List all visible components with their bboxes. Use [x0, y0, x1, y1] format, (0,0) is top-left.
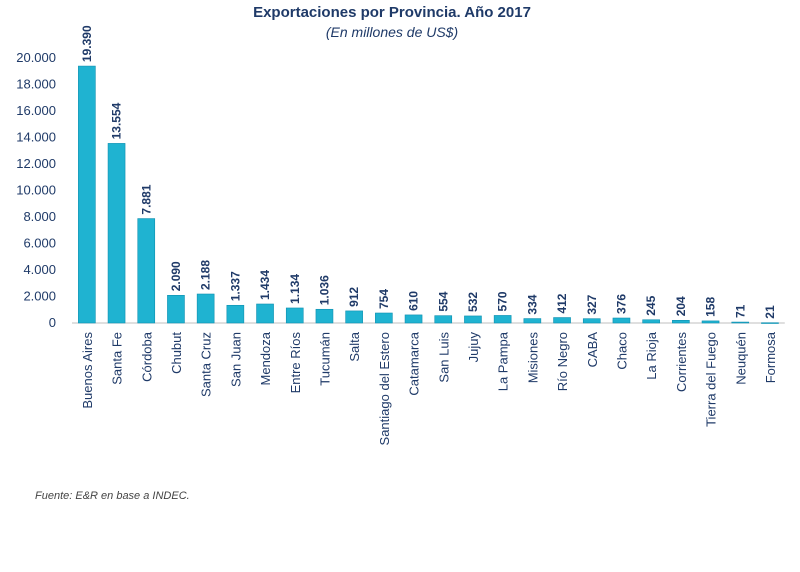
data-label: 570 — [496, 291, 510, 311]
bar — [285, 307, 304, 324]
data-label: 13.554 — [110, 102, 124, 139]
bar — [404, 314, 423, 324]
x-tick-label: CABA — [585, 332, 600, 368]
data-label: 2.188 — [199, 260, 213, 290]
bar — [701, 320, 720, 324]
source-note: Fuente: E&R en base a INDEC. — [35, 490, 190, 502]
data-label: 754 — [377, 289, 391, 309]
bar — [612, 317, 631, 324]
y-tick-label: 8.000 — [23, 209, 56, 224]
bar — [642, 319, 660, 324]
bar — [553, 317, 571, 324]
y-axis: 0 2.000 4.000 6.000 8.000 10.000 12.000 14.000 1… — [16, 50, 785, 330]
data-label: 327 — [585, 294, 599, 314]
x-axis: Buenos Aires Santa Fe Córdoba Chubut Santa C… — [80, 331, 778, 445]
bar — [167, 295, 185, 324]
bar — [226, 304, 245, 324]
data-label: 412 — [555, 293, 569, 313]
bar — [464, 315, 482, 324]
bar-chart: Exportaciones por Provincia. Año 2017 (E… — [16, 4, 785, 445]
data-label: 204 — [674, 296, 688, 316]
data-label: 19.390 — [80, 25, 94, 62]
data-labels: 19.390 13.554 7.881 2.090 2.188 1.337 1.434 1.1… — [80, 25, 777, 319]
bar — [375, 312, 393, 324]
x-tick-label: Córdoba — [139, 331, 154, 382]
x-tick-label: Misiones — [525, 332, 540, 384]
bar — [731, 321, 750, 324]
bar — [78, 65, 96, 324]
bar — [315, 308, 334, 324]
data-label: 7.881 — [139, 184, 153, 214]
data-label: 2.090 — [169, 261, 183, 291]
data-label: 376 — [614, 294, 628, 314]
x-tick-label: Santa Fe — [110, 332, 125, 385]
bar — [434, 315, 453, 324]
x-tick-label: Río Negro — [555, 332, 570, 391]
y-tick-label: 10.000 — [16, 183, 56, 198]
y-tick-label: 2.000 — [23, 289, 56, 304]
x-tick-label: La Pampa — [496, 331, 511, 391]
x-tick-label: Buenos Aires — [80, 332, 95, 409]
x-tick-label: Tucumán — [317, 332, 332, 386]
data-label: 158 — [704, 297, 718, 317]
bar — [196, 293, 215, 324]
x-tick-label: Mendoza — [258, 331, 273, 385]
x-tick-label: Salta — [347, 331, 362, 361]
bar — [107, 143, 126, 324]
x-tick-label: La Rioja — [644, 331, 659, 379]
y-tick-label: 18.000 — [16, 77, 56, 92]
y-tick-label: 20.000 — [16, 50, 56, 65]
chart-subtitle: (En millones de US$) — [326, 24, 458, 40]
x-tick-label: Catamarca — [407, 331, 422, 395]
x-tick-label: Jujuy — [466, 332, 481, 363]
bars — [78, 65, 779, 324]
bar — [523, 318, 542, 324]
data-label: 610 — [407, 291, 421, 311]
y-tick-label: 12.000 — [16, 156, 56, 171]
y-tick-label: 16.000 — [16, 103, 56, 118]
x-tick-label: Chubut — [169, 332, 184, 374]
x-tick-label: Formosa — [763, 331, 778, 383]
x-tick-label: Santa Cruz — [199, 332, 214, 397]
data-label: 1.337 — [228, 271, 242, 301]
x-tick-label: Chaco — [614, 332, 629, 370]
bar — [761, 322, 779, 324]
bar — [582, 318, 601, 324]
bar — [493, 315, 512, 324]
bar — [256, 303, 274, 324]
bar — [137, 218, 156, 324]
y-tick-label: 4.000 — [23, 262, 56, 277]
x-tick-label: Entre Ríos — [288, 332, 303, 394]
x-tick-label: San Luis — [436, 332, 451, 383]
data-label: 334 — [525, 294, 539, 314]
data-label: 71 — [733, 304, 747, 318]
y-tick-label: 14.000 — [16, 130, 56, 145]
x-tick-label: Corrientes — [674, 332, 689, 392]
data-label: 912 — [347, 287, 361, 307]
data-label: 245 — [644, 295, 658, 315]
data-label: 554 — [436, 291, 450, 311]
chart-title: Exportaciones por Provincia. Año 2017 — [253, 4, 531, 21]
x-tick-label: Neuquén — [733, 332, 748, 385]
y-tick-label: 6.000 — [23, 236, 56, 251]
x-tick-label: San Juan — [228, 332, 243, 387]
bar — [672, 319, 690, 324]
data-label: 1.434 — [258, 270, 272, 300]
bar — [345, 310, 363, 324]
y-tick-label: 0 — [49, 315, 56, 330]
x-tick-label: Tierra del Fuego — [704, 332, 719, 427]
data-label: 1.134 — [288, 274, 302, 304]
data-label: 1.036 — [317, 275, 331, 305]
data-label: 21 — [763, 305, 777, 319]
x-tick-label: Santiago del Estero — [377, 332, 392, 445]
data-label: 532 — [466, 292, 480, 312]
